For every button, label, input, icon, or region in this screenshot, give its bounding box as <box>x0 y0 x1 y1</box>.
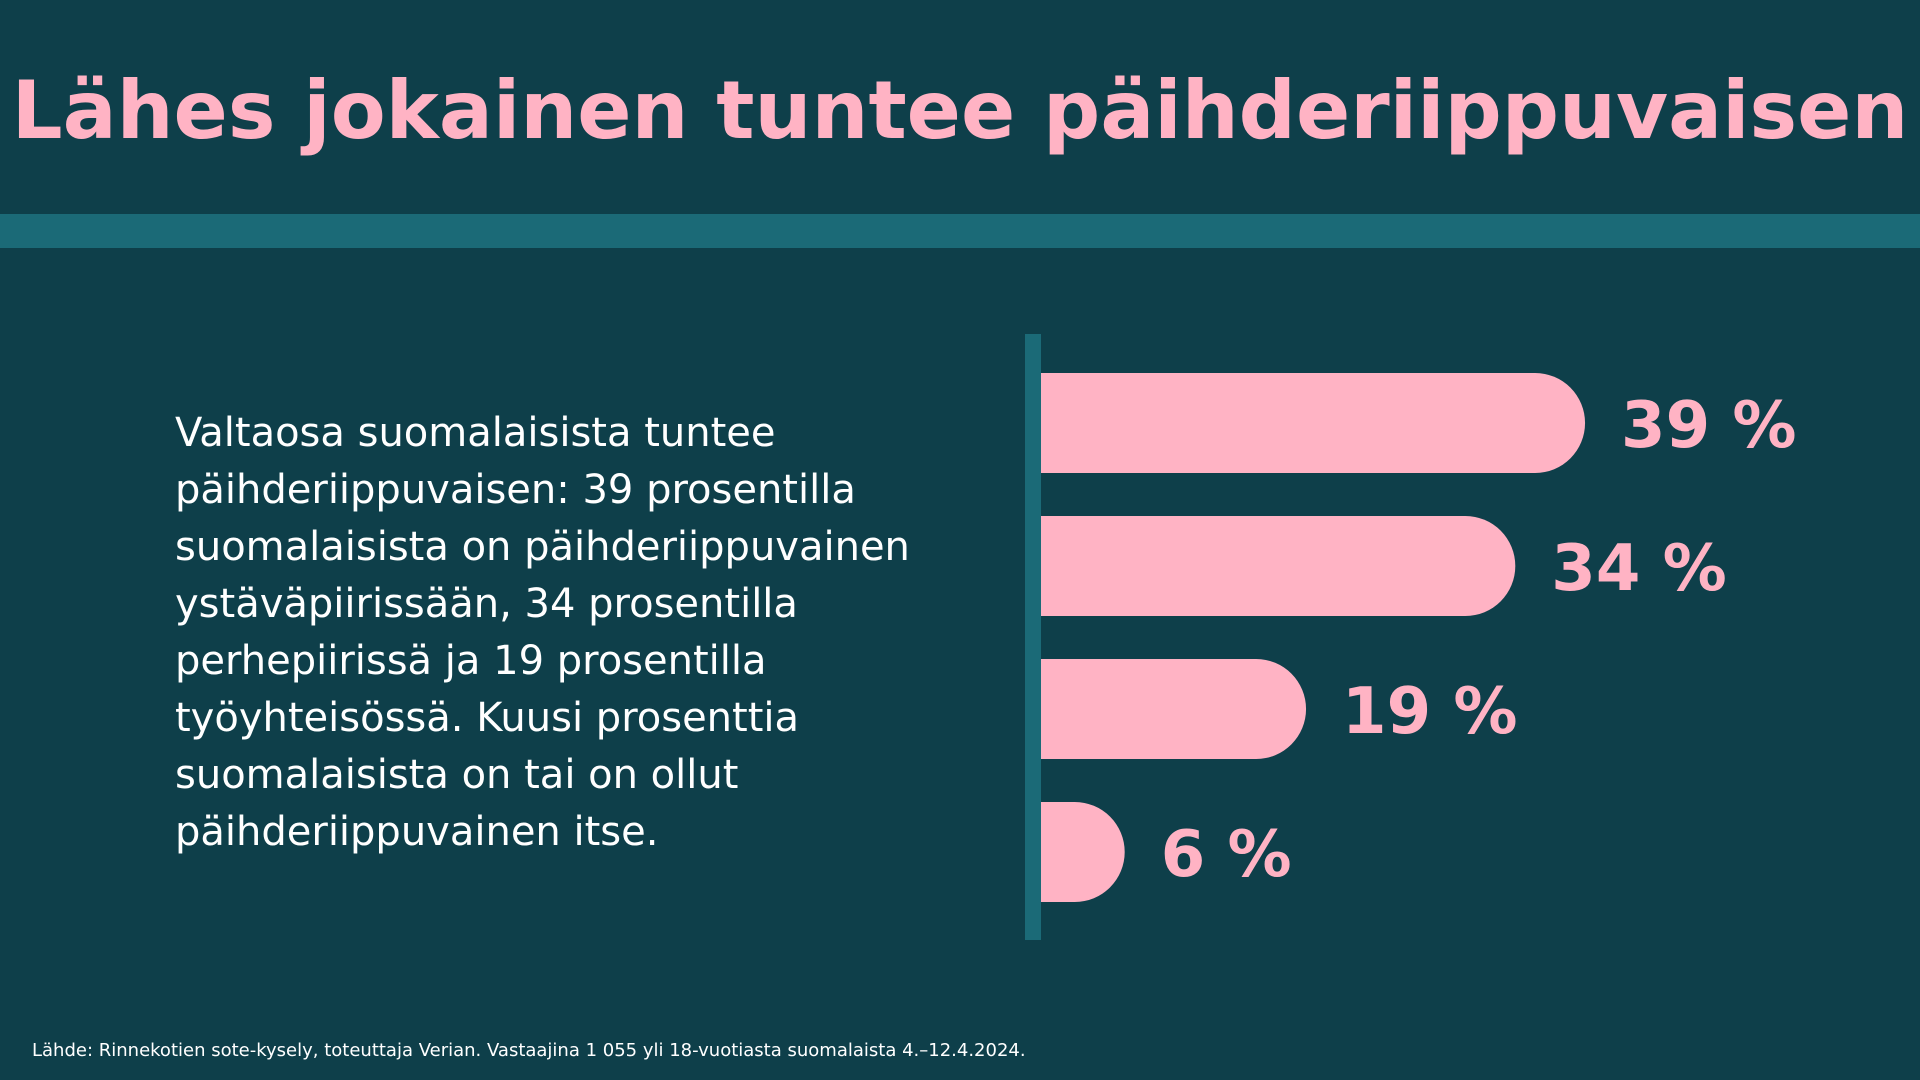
bar-axis-line <box>1025 334 1041 940</box>
bar-value-label-3: 6 % <box>1161 818 1292 892</box>
bar-value-label-1: 34 % <box>1551 532 1726 606</box>
source-note: Lähde: Rinnekotien sote-kysely, toteutta… <box>32 1040 1026 1061</box>
description-text: Valtaosa suomalaisista tuntee päihderiip… <box>175 410 910 855</box>
bar-2 <box>1041 659 1307 759</box>
bar-value-label-0: 39 % <box>1621 389 1796 463</box>
bar-1 <box>1041 516 1516 616</box>
bar-value-label-2: 19 % <box>1342 675 1517 749</box>
bar-0 <box>1041 373 1586 473</box>
bar-3 <box>1041 801 1125 902</box>
header-divider-band <box>0 214 1920 248</box>
chart-title: Lähes jokainen tuntee päihderiippuvaisen <box>11 64 1909 157</box>
